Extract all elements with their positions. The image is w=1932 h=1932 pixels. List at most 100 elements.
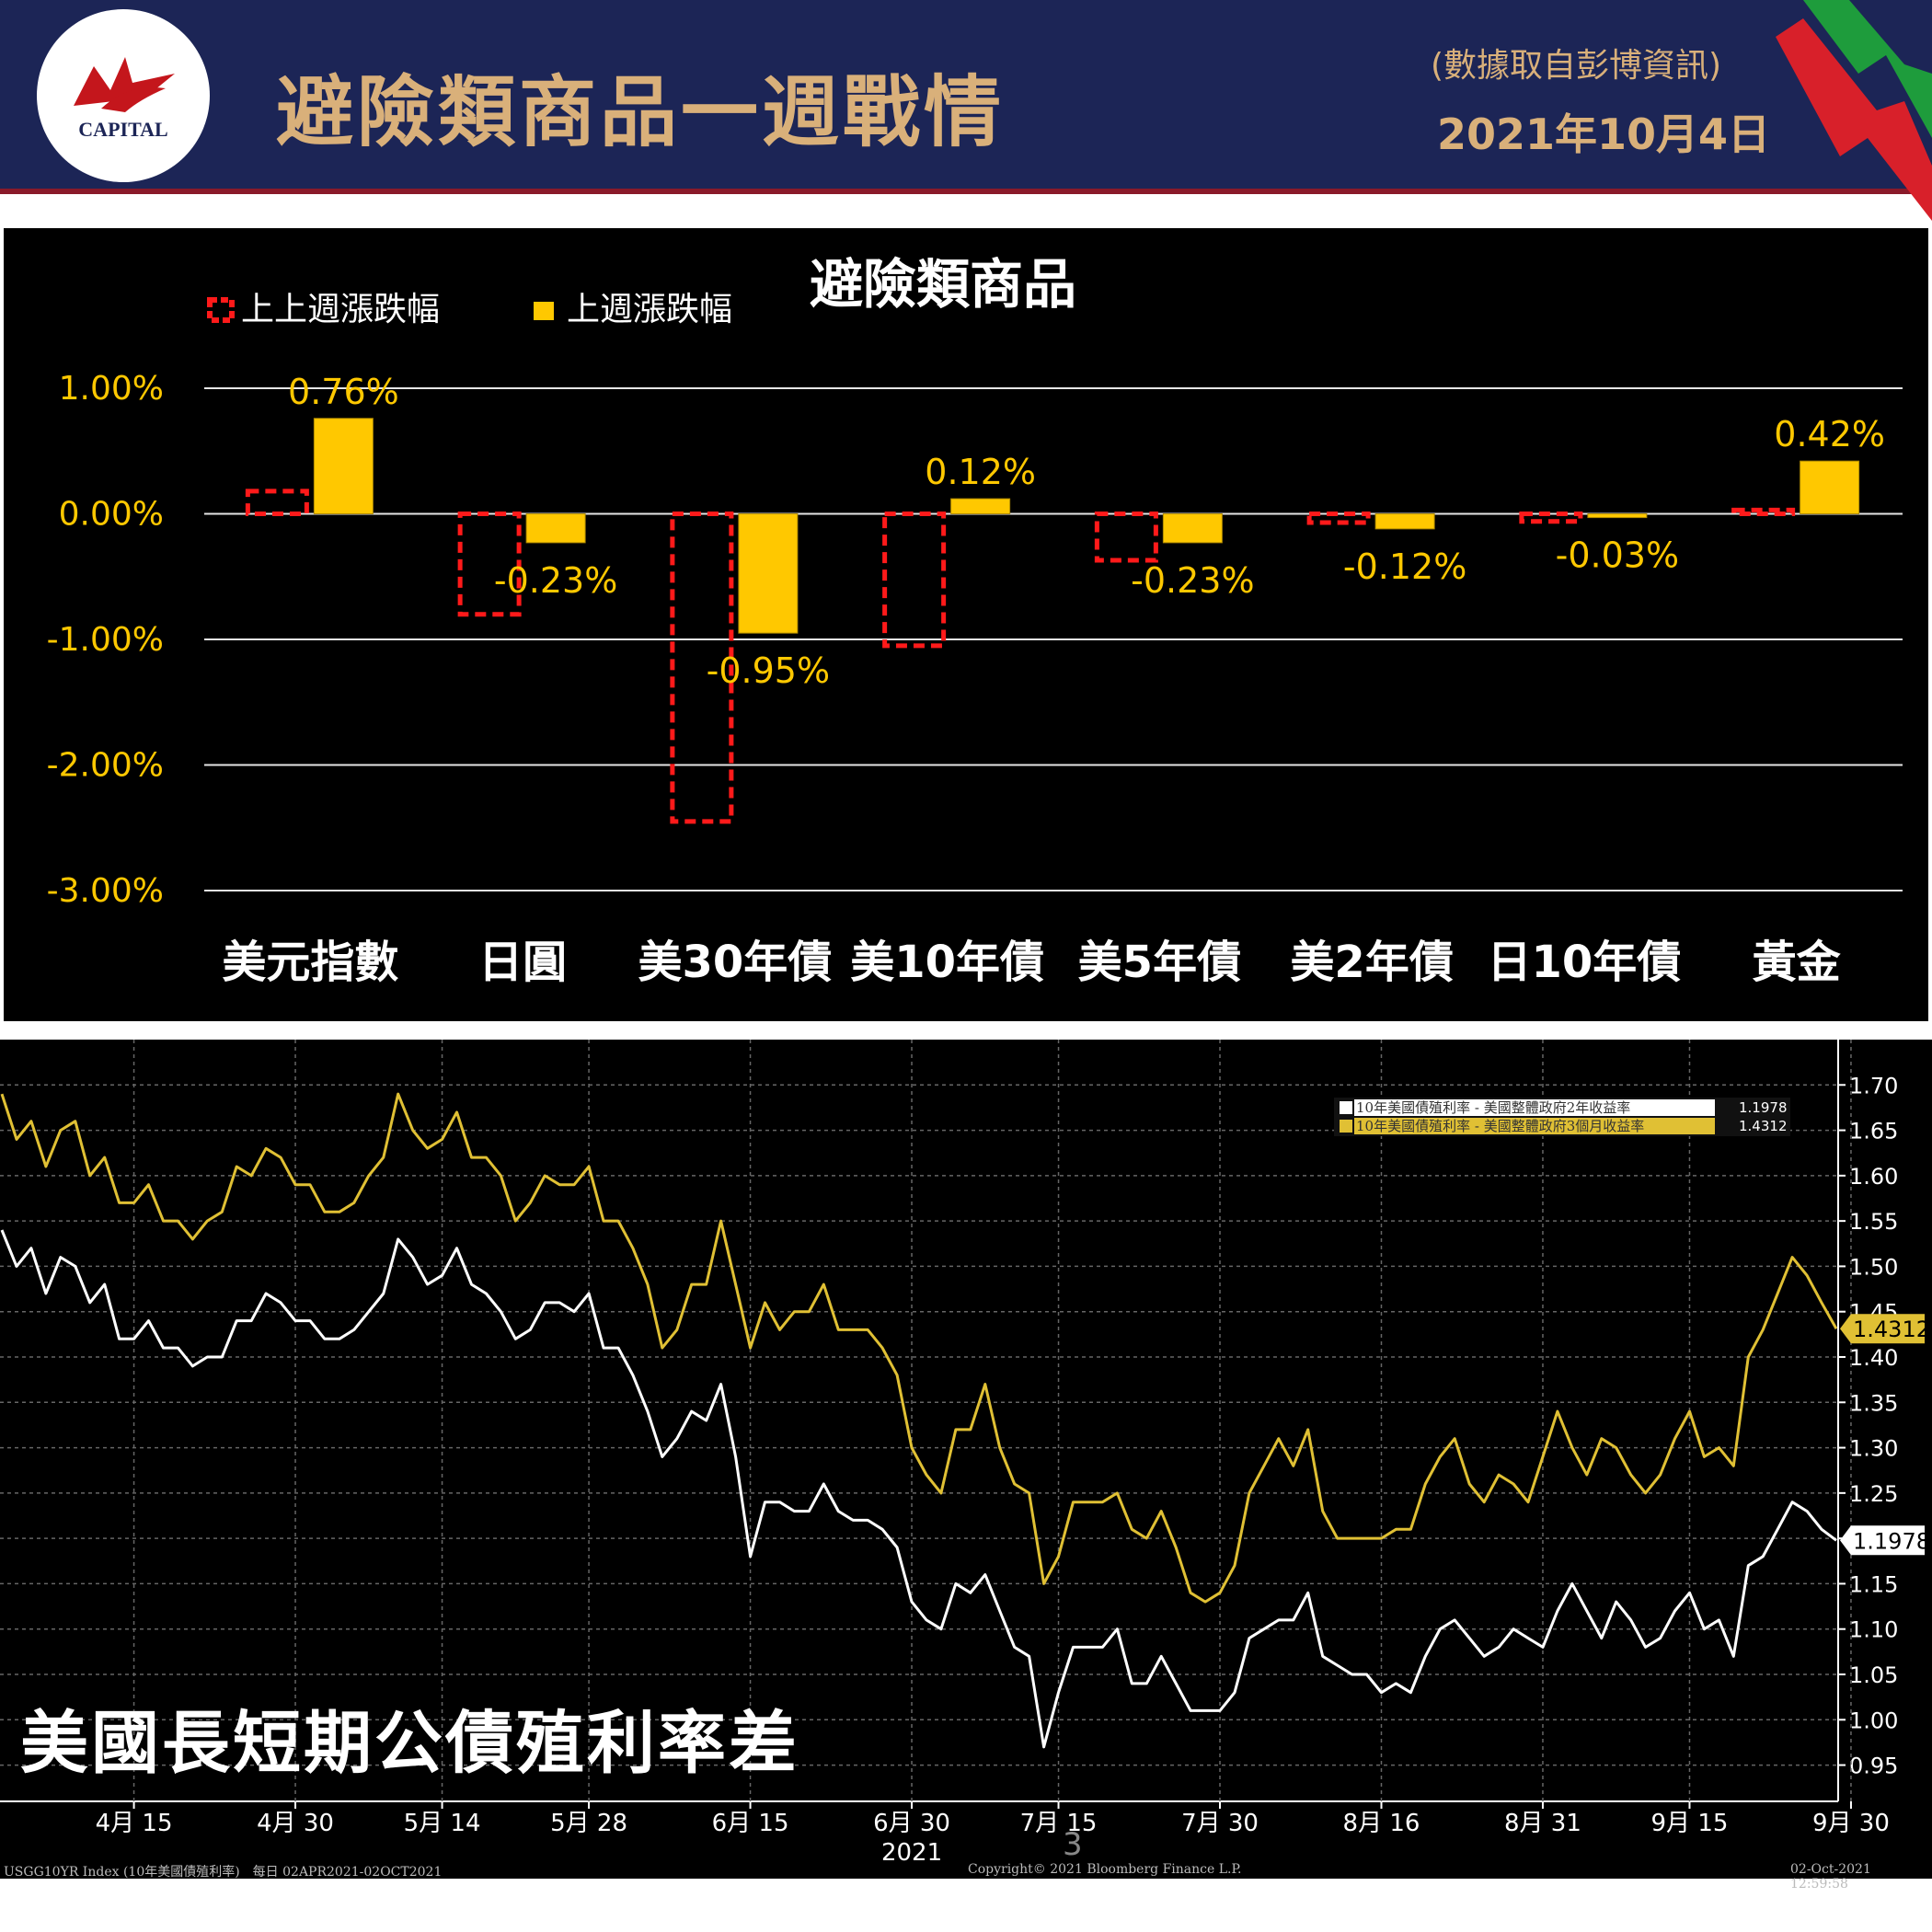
capital-logo: CAPITAL: [37, 9, 210, 182]
x-tick-label: 8月 31: [1504, 1810, 1581, 1837]
legend-swatch: [1340, 1101, 1352, 1114]
bar-prev-week: [670, 512, 734, 824]
x-tick-label: 7月 15: [1020, 1810, 1098, 1837]
data-label: 0.42%: [1774, 414, 1885, 454]
legend-swatch: [1340, 1120, 1352, 1133]
x-category-label: 日10年債: [1487, 937, 1681, 988]
bar-prev-week: [457, 512, 522, 617]
footer-index-note: USGG10YR Index (10年美國債殖利率) 每日 02APR2021-…: [4, 1865, 443, 1880]
legend-label: 10年美國債殖利率 - 美國整體政府2年收益率: [1356, 1099, 1630, 1116]
x-tick-label: 5月 14: [404, 1810, 481, 1837]
x-tick-label: 4月 30: [257, 1810, 334, 1837]
y-tick-label: 1.70: [1849, 1073, 1898, 1098]
legend-value: 1.4312: [1739, 1118, 1788, 1134]
line-chart-title: 美國長短期公債殖利率差: [20, 1704, 799, 1783]
y-tick-label: 1.55: [1849, 1209, 1898, 1235]
y-tick-label: 1.05: [1849, 1662, 1898, 1688]
series-line: [0, 1092, 1838, 1604]
data-label: -0.23%: [494, 560, 617, 601]
x-tick-label: 9月 15: [1651, 1810, 1729, 1837]
x-category-label: 美2年債: [1290, 937, 1453, 988]
x-category-label: 美30年債: [638, 937, 832, 988]
data-label: -0.12%: [1343, 546, 1466, 587]
last-value-label: 1.1978: [1853, 1528, 1930, 1554]
x-tick-label: 6月 30: [873, 1810, 950, 1837]
x-tick-label: 4月 15: [96, 1810, 173, 1837]
x-tick-label: 5月 28: [550, 1810, 627, 1837]
x-category-label: 美元指數: [222, 937, 398, 988]
logo-text: CAPITAL: [78, 118, 167, 141]
legend-label-last-week: 上週漲跌幅: [567, 291, 732, 328]
footer-copyright: Copyright© 2021 Bloomberg Finance L.P.: [968, 1862, 1242, 1877]
bar-prev-week: [1519, 512, 1583, 524]
bar-chart-title: 避險類商品: [810, 253, 1076, 316]
data-label: -0.03%: [1556, 535, 1679, 576]
legend-value: 1.1978: [1739, 1099, 1788, 1116]
report-date: 2021年10月4日: [1437, 109, 1771, 159]
x-tick-label: 6月 15: [712, 1810, 789, 1837]
y-tick-label: 1.40: [1849, 1345, 1898, 1371]
last-value-tag: [1840, 1525, 1925, 1556]
bar-last-week: [1374, 513, 1435, 530]
y-tick-label: 1.00: [1849, 1708, 1898, 1733]
safe-haven-bar-chart: 1.00% 0.00% -1.00% -2.00% -3.00% 避險類商品上上週漲跌幅 上…: [4, 228, 1928, 1021]
x-category-label: 日圓: [478, 937, 567, 988]
eagle-icon: CAPITAL: [74, 57, 175, 141]
bar-last-week: [950, 498, 1011, 514]
x-year-label: 2021: [881, 1839, 942, 1867]
legend-name-bg: [1354, 1099, 1715, 1116]
last-value-label: 1.4312: [1853, 1317, 1930, 1342]
series-line: [0, 1229, 1837, 1749]
legend-swatch-last-week: [534, 302, 554, 320]
y-tick-label: -2.00%: [47, 747, 164, 785]
data-source-note: (數據取自彭博資訊): [1431, 47, 1722, 85]
data-label: -0.23%: [1131, 560, 1254, 601]
y-tick-label: 1.25: [1849, 1481, 1898, 1507]
x-tick-label: 8月 16: [1343, 1810, 1420, 1837]
legend-swatch-prev-week: [207, 297, 235, 323]
y-tick-label: 1.35: [1849, 1390, 1898, 1416]
bar-prev-week: [882, 512, 947, 649]
last-value-tag: [1840, 1314, 1925, 1344]
y-tick-label: 0.95: [1849, 1754, 1898, 1779]
footer-timestamp: 02-Oct-2021 12:59:58: [1790, 1862, 1871, 1892]
legend-label: 10年美國債殖利率 - 美國整體政府3個月收益率: [1356, 1118, 1644, 1134]
yield-spread-line-chart: 1.70 1.65 1.60 1.55 1.50 1.45 1.40 1.35 1.30 1.25…: [0, 1040, 1932, 1879]
data-label: -0.95%: [707, 650, 830, 691]
bar-prev-week: [1731, 507, 1796, 516]
y-tick-label: 1.65: [1849, 1119, 1898, 1144]
page-number: 3: [1063, 1826, 1083, 1863]
bar-last-week: [1800, 460, 1860, 514]
bar-last-week: [738, 513, 799, 634]
bar-last-week: [525, 513, 586, 544]
y-tick-label: -1.00%: [47, 621, 164, 659]
header-divider: [0, 189, 1932, 194]
bar-prev-week: [245, 489, 309, 516]
x-tick-label: 9月 30: [1812, 1810, 1890, 1837]
bar-prev-week: [1094, 512, 1158, 563]
header-bar: [0, 0, 1932, 189]
market-arrows-icon: [1776, 0, 1932, 221]
x-category-label: 美10年債: [850, 937, 1044, 988]
y-tick-label: 1.00%: [59, 370, 164, 408]
y-tick-label: 1.10: [1849, 1617, 1898, 1643]
legend-name-bg: [1354, 1118, 1715, 1134]
y-tick-label: 1.30: [1849, 1436, 1898, 1462]
x-tick-label: 7月 30: [1181, 1810, 1259, 1837]
line-chart-svg: 1.701.651.601.551.501.451.401.351.301.25…: [0, 1040, 1930, 1867]
data-label: 0.12%: [925, 452, 1036, 492]
x-category-label: 美5年債: [1078, 937, 1241, 988]
data-label: 0.76%: [288, 372, 399, 412]
x-category-label: 黃金: [1753, 937, 1842, 988]
y-tick-label: 1.50: [1849, 1254, 1898, 1280]
bar-last-week: [1162, 513, 1223, 544]
y-tick-label: 1.15: [1849, 1571, 1898, 1597]
bar-last-week: [313, 418, 374, 514]
y-tick-label: 0.00%: [59, 496, 164, 534]
page-title: 避險類商品一週戰情: [276, 67, 1006, 157]
bar-last-week: [1587, 513, 1648, 519]
y-tick-label: -3.00%: [47, 872, 164, 910]
bar-prev-week: [1306, 512, 1371, 525]
legend-label-prev-week: 上上週漲跌幅: [241, 291, 440, 328]
